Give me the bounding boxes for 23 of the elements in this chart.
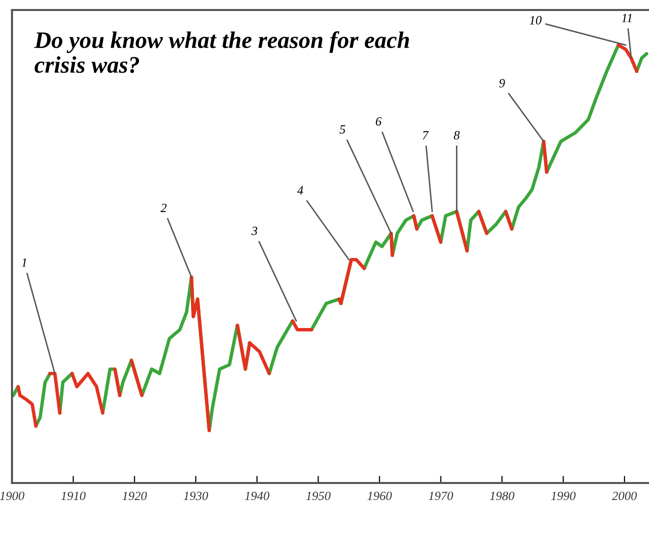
annotation: 1 <box>22 258 26 267</box>
x-tick-label: 1990 <box>551 492 576 500</box>
x-tick-label: 1970 <box>428 492 454 500</box>
x-tick-label: 2000 <box>612 492 637 500</box>
annotation: 10 <box>530 16 542 24</box>
annotation: 7 <box>422 131 429 140</box>
annotation: 2 <box>160 204 167 212</box>
annotation: 5 <box>340 125 346 134</box>
x-tick-label: 1900 <box>0 492 24 500</box>
annotation: 8 <box>454 131 460 140</box>
x-tick-label: 1910 <box>61 492 86 500</box>
annotation: 6 <box>376 117 382 126</box>
x-tick-label: 1920 <box>122 492 147 500</box>
x-tick-label: 1950 <box>306 492 331 500</box>
chart-title: Do you know what the reason for each crisis was? <box>34 31 409 73</box>
x-tick-label: 1930 <box>184 492 208 500</box>
annotation: 4 <box>297 186 304 194</box>
annotation: 3 <box>251 226 258 236</box>
annotation: 11 <box>622 14 632 22</box>
x-tick-label: 1980 <box>490 492 514 500</box>
x-tick-label: 1960 <box>367 492 392 500</box>
x-tick-label: 1940 <box>244 492 270 500</box>
annotation: 9 <box>499 79 505 88</box>
